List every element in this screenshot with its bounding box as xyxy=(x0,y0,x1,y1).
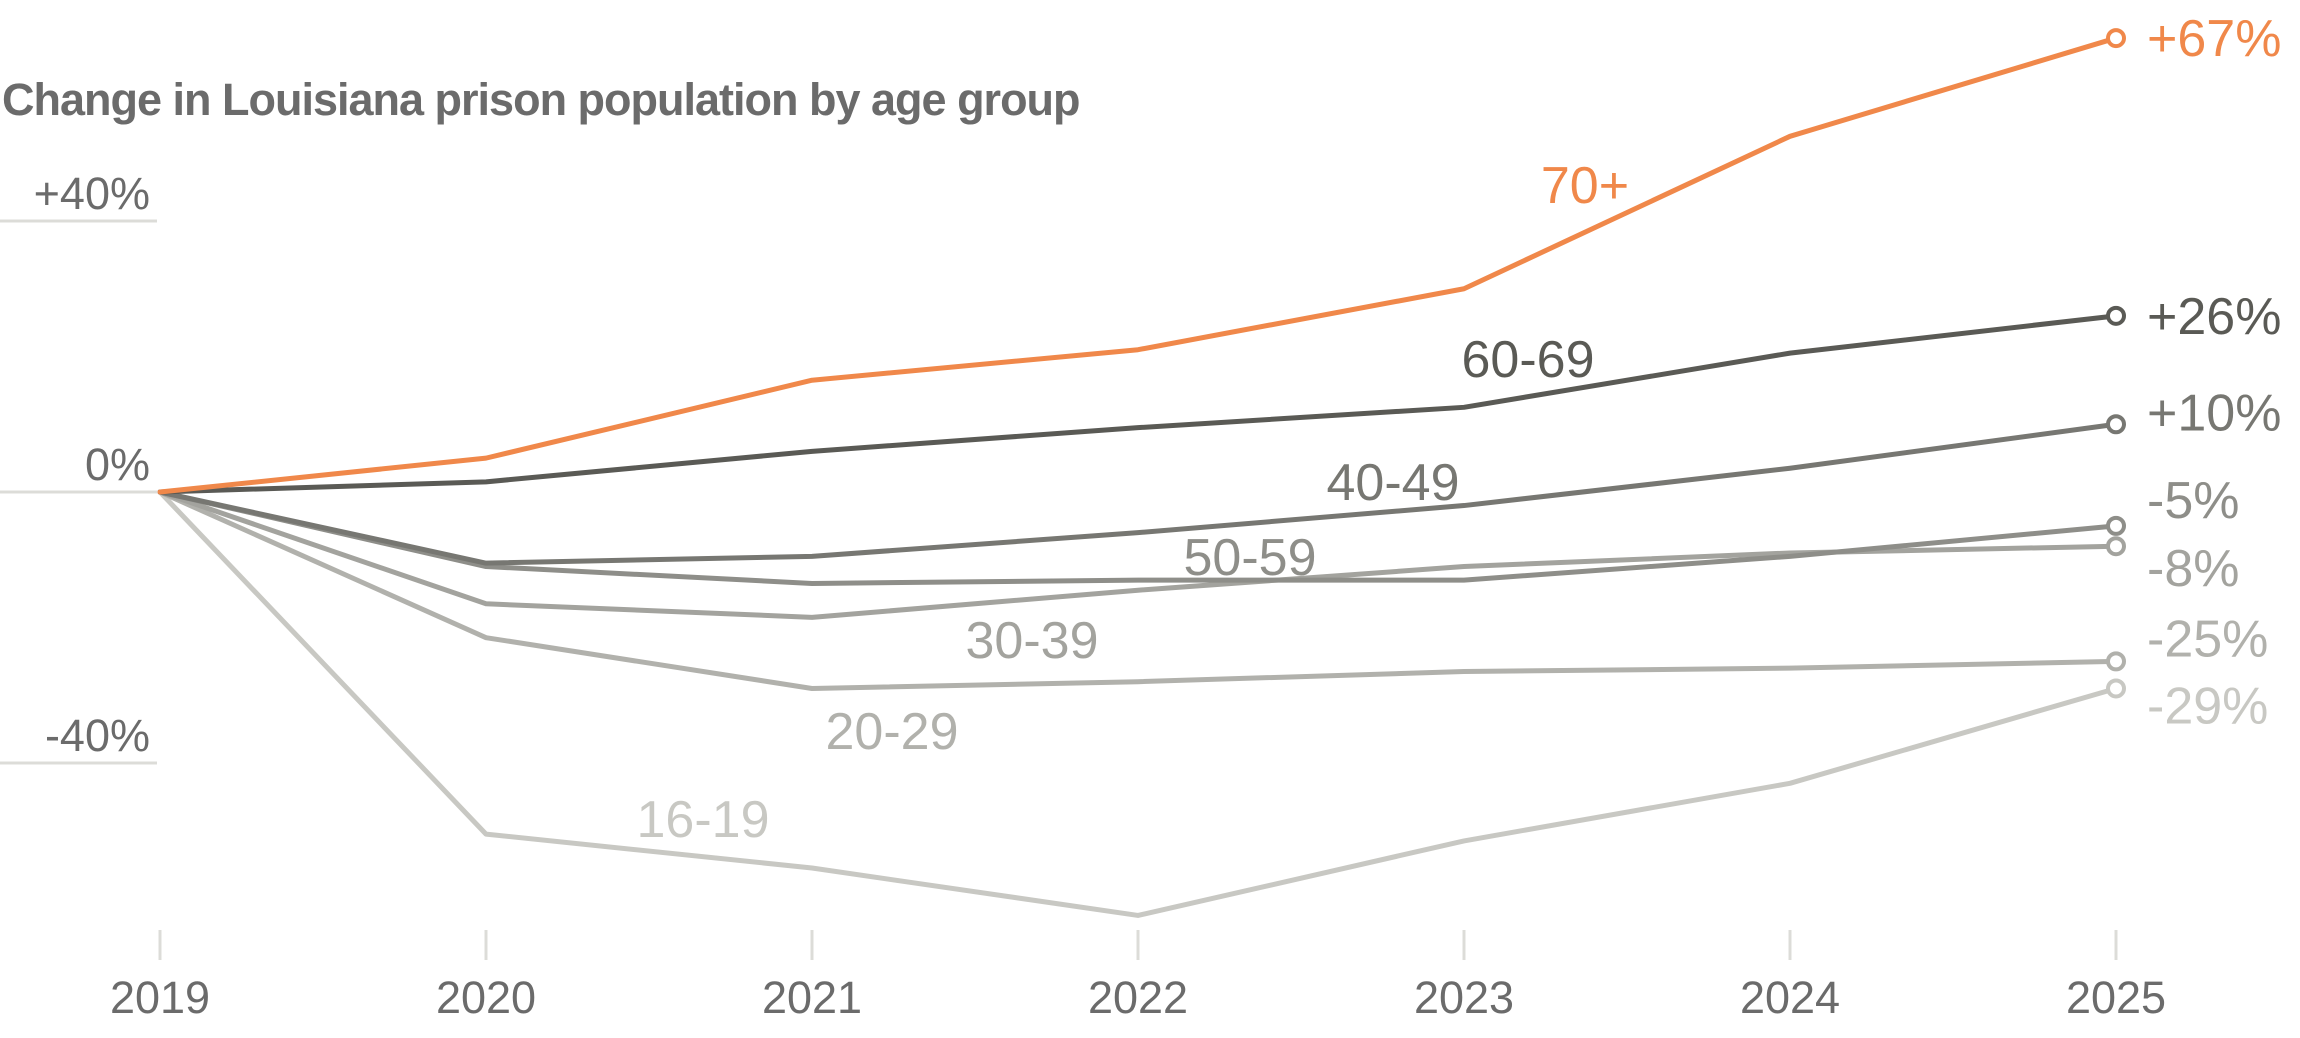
end-label-30-39: -8% xyxy=(2147,540,2239,598)
series-lines xyxy=(157,28,2126,918)
end-label-16-19: -29% xyxy=(2147,677,2268,735)
series-line-30-39 xyxy=(157,489,2119,620)
end-marker-30-39 xyxy=(2106,536,2126,557)
end-marker-16-19 xyxy=(2106,678,2126,699)
series-line-60-69 xyxy=(157,313,2119,495)
series-label-16-19: 16-19 xyxy=(637,791,770,849)
y-tick-label-40: +40% xyxy=(34,168,150,219)
x-tick-label-2022: 2022 xyxy=(1088,972,1188,1023)
end-label-70: +67% xyxy=(2147,10,2281,68)
series-label-50-59: 50-59 xyxy=(1184,529,1317,587)
y-tick-label-40: -40% xyxy=(45,710,150,761)
x-tick-label-2024: 2024 xyxy=(1740,972,1840,1023)
end-marker-70 xyxy=(2106,28,2126,49)
series-label-20-29: 20-29 xyxy=(826,703,959,761)
series-label-30-39: 30-39 xyxy=(966,612,1099,670)
series-line-40-49 xyxy=(157,421,2119,566)
end-marker-50-59 xyxy=(2106,515,2126,536)
series-line-50-59 xyxy=(157,489,2119,586)
end-marker-60-69 xyxy=(2106,305,2126,326)
x-axis: 2019 2020 2021 2022 2023 2024 2025 xyxy=(110,930,2166,1023)
chart-title: Change in Louisiana prison population by… xyxy=(2,74,1081,125)
y-tick-label-0: 0% xyxy=(85,439,150,490)
end-label-50-59: -5% xyxy=(2147,472,2239,530)
end-marker-40-49 xyxy=(2106,414,2126,435)
end-label-20-29: -25% xyxy=(2147,610,2268,668)
x-tick-label-2021: 2021 xyxy=(762,972,862,1023)
series-label-70: 70+ xyxy=(1541,157,1629,215)
x-tick-label-2020: 2020 xyxy=(436,972,536,1023)
end-label-60-69: +26% xyxy=(2147,288,2281,346)
series-line-70 xyxy=(157,35,2119,495)
series-label-60-69: 60-69 xyxy=(1462,331,1595,389)
series-labels: -29% 16-19 -25% 20-29 -8% 30-39 -5% 50-59 +10% 40… xyxy=(637,10,2282,849)
x-tick-label-2023: 2023 xyxy=(1414,972,1514,1023)
end-label-40-49: +10% xyxy=(2147,384,2281,442)
x-tick-label-2019: 2019 xyxy=(110,972,210,1023)
end-marker-20-29 xyxy=(2106,651,2126,672)
x-tick-label-2025: 2025 xyxy=(2066,972,2166,1023)
series-line-20-29 xyxy=(157,489,2119,691)
series-label-40-49: 40-49 xyxy=(1327,454,1460,512)
series-line-16-19 xyxy=(157,489,2119,918)
y-axis: +40% 0% -40% xyxy=(0,168,157,765)
